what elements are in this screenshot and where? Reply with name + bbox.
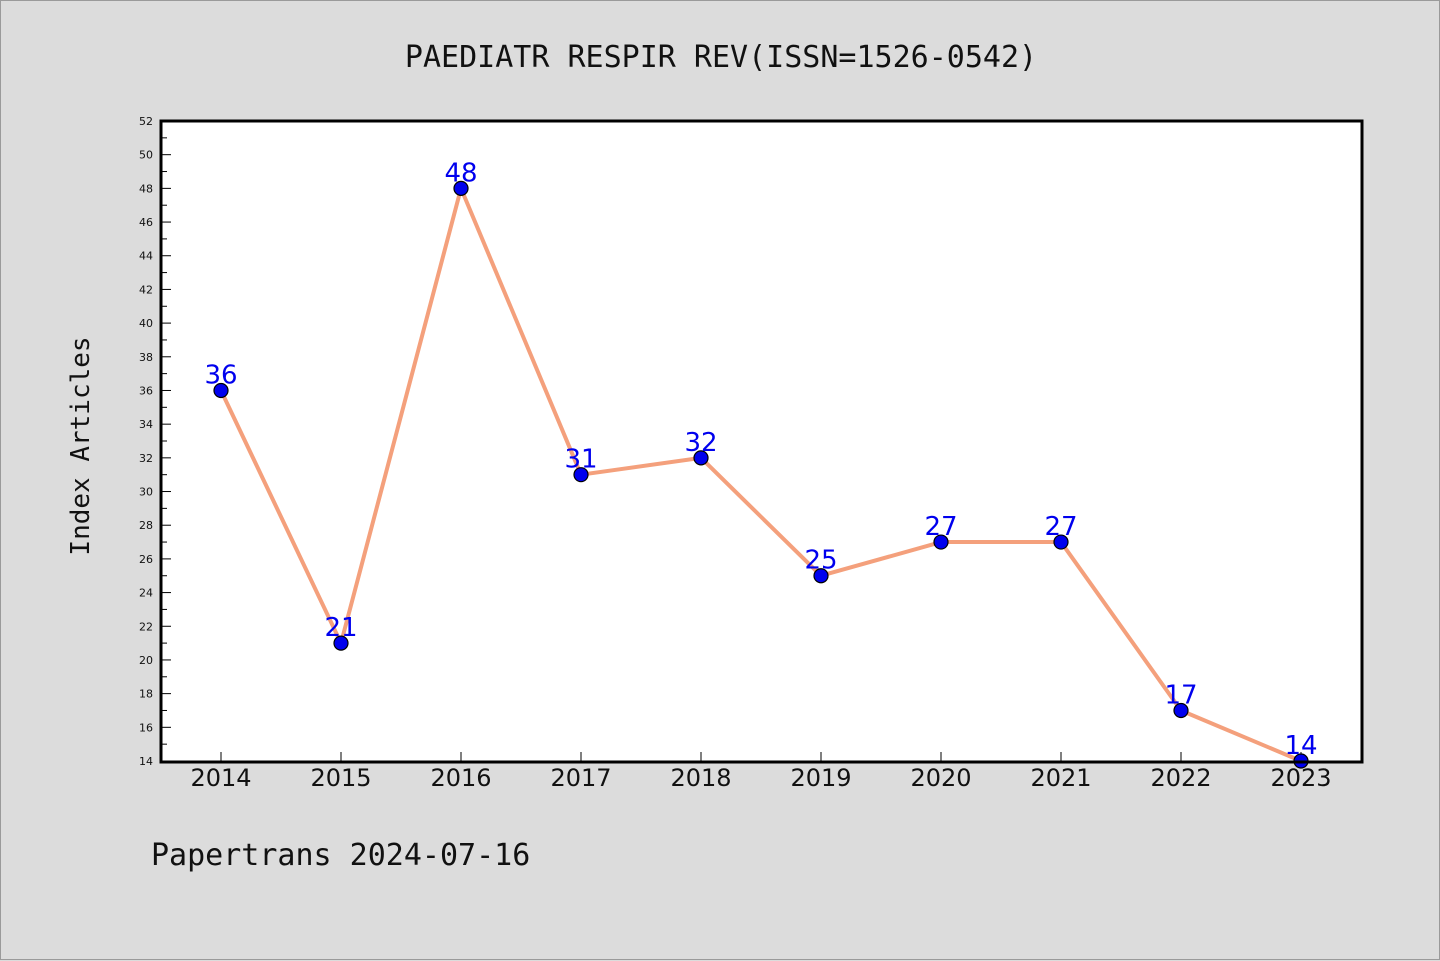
y-tick-label: 36 [139,384,153,397]
chart-title: PAEDIATR RESPIR REV(ISSN=1526-0542) [405,40,1037,75]
y-tick-label: 24 [139,587,153,600]
data-point [693,450,709,466]
axis-ticks: 1416182022242628303234363840424446485052… [139,115,1332,792]
data-point [1053,534,1069,550]
data-points [213,180,1309,769]
y-tick-label: 28 [139,519,153,532]
y-axis-label: Index Articles [66,336,96,555]
x-tick-label: 2022 [1150,764,1211,792]
data-label: 17 [1164,680,1197,710]
data-label: 25 [804,546,837,576]
y-tick-label: 46 [139,216,153,229]
data-label: 36 [204,360,237,390]
data-point [333,635,349,651]
y-tick-label: 44 [139,250,153,263]
series-line [219,186,1303,763]
y-tick-label: 42 [139,283,153,296]
data-point [933,534,949,550]
plot-area [161,121,1362,762]
y-tick-label: 50 [139,149,153,162]
data-label: 31 [564,445,597,475]
x-tick-label: 2017 [550,764,611,792]
data-point [453,180,469,196]
y-tick-label: 26 [139,553,153,566]
x-tick-label: 2016 [430,764,491,792]
y-tick-label: 22 [139,620,153,633]
y-tick-label: 20 [139,654,153,667]
y-tick-label: 38 [139,351,153,364]
y-tick-label: 34 [139,418,153,431]
data-point [813,568,829,584]
y-tick-label: 16 [139,721,153,734]
data-point [1173,702,1189,719]
series-line-layer [219,186,1303,763]
x-tick-label: 2014 [190,764,251,792]
data-label: 32 [684,428,717,458]
x-tick-label: 2018 [670,764,731,792]
data-point [573,467,589,483]
data-label: 27 [924,512,957,542]
footer-watermark: Papertrans 2024-07-16 [151,838,530,873]
data-label: 27 [1044,512,1077,542]
x-tick-label: 2019 [790,764,851,792]
x-tick-label: 2015 [310,764,371,792]
x-tick-label: 2023 [1270,764,1331,792]
data-labels: 36 21 48 31 32 25 27 27 17 14 [204,158,1317,761]
y-tick-label: 40 [139,317,153,330]
x-tick-label: 2021 [1030,764,1091,792]
data-label: 21 [324,613,357,643]
y-tick-label: 18 [139,688,153,701]
y-tick-label: 32 [139,452,153,465]
data-point [213,382,229,399]
y-tick-label: 30 [139,486,153,499]
y-tick-label: 52 [139,115,153,128]
x-tick-label: 2020 [910,764,971,792]
data-label: 48 [444,158,477,188]
y-tick-label: 48 [139,182,153,195]
y-tick-label: 14 [139,755,153,768]
plot-frame [159,119,1364,764]
data-label: 14 [1284,731,1317,761]
